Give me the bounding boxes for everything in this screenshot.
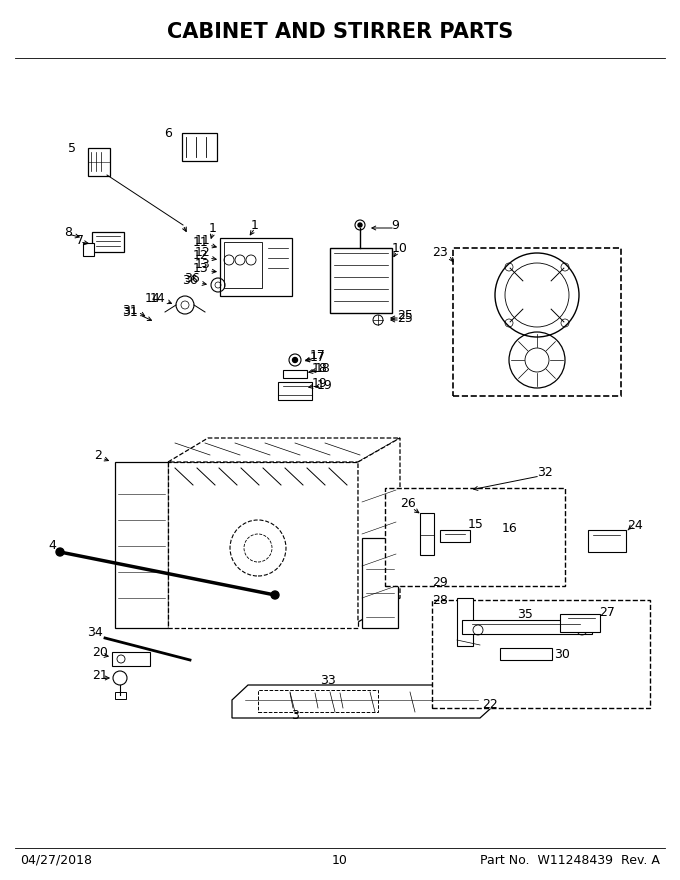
Polygon shape	[168, 462, 358, 628]
Polygon shape	[168, 438, 400, 462]
Text: 30: 30	[554, 648, 570, 661]
Text: 19: 19	[317, 378, 333, 392]
Text: 26: 26	[400, 496, 416, 510]
Bar	[182, 133, 217, 161]
Polygon shape	[358, 438, 400, 622]
Text: 22: 22	[482, 698, 498, 710]
Text: 17: 17	[310, 350, 326, 363]
Text: CABINET AND STIRRER PARTS: CABINET AND STIRRER PARTS	[167, 22, 513, 42]
FancyBboxPatch shape	[114, 692, 126, 699]
Text: 33: 33	[320, 673, 336, 686]
Circle shape	[358, 223, 362, 227]
Polygon shape	[232, 685, 500, 718]
Text: 8: 8	[64, 225, 72, 238]
Text: 6: 6	[164, 127, 172, 140]
Text: 1: 1	[251, 218, 259, 231]
Text: 35: 35	[517, 607, 533, 620]
Bar	[420, 513, 434, 555]
Text: 11: 11	[192, 236, 208, 248]
Bar	[220, 238, 292, 296]
Text: 25: 25	[397, 309, 413, 321]
Text: 21: 21	[92, 669, 108, 681]
Text: 12: 12	[192, 248, 208, 261]
Bar	[440, 530, 470, 542]
Bar	[258, 690, 378, 712]
Bar	[88, 148, 110, 176]
Text: 10: 10	[332, 854, 348, 867]
Text: 12: 12	[194, 246, 210, 259]
Text: 28: 28	[432, 593, 448, 606]
Bar	[92, 232, 124, 252]
Text: 20: 20	[92, 646, 108, 658]
Text: 14: 14	[144, 291, 160, 304]
Text: 7: 7	[76, 233, 84, 246]
Bar	[112, 652, 150, 666]
Polygon shape	[362, 538, 398, 628]
Text: 34: 34	[87, 626, 103, 639]
Text: 10: 10	[392, 241, 408, 254]
Text: 13: 13	[192, 261, 208, 275]
Bar	[457, 598, 473, 646]
Bar	[224, 242, 262, 288]
Bar	[453, 248, 621, 396]
Bar	[432, 600, 650, 708]
Text: 2: 2	[94, 449, 102, 461]
Text: 24: 24	[627, 518, 643, 532]
Text: 17: 17	[310, 348, 326, 362]
Bar	[278, 382, 312, 400]
Text: 18: 18	[315, 362, 331, 375]
Bar	[560, 614, 600, 632]
Text: 16: 16	[502, 522, 518, 534]
Text: 36: 36	[184, 272, 200, 284]
FancyBboxPatch shape	[82, 243, 94, 255]
Text: 11: 11	[194, 233, 210, 246]
Text: 4: 4	[48, 539, 56, 552]
Text: 25: 25	[397, 312, 413, 325]
Text: 13: 13	[194, 258, 210, 270]
Bar	[588, 530, 626, 552]
Text: 15: 15	[468, 517, 484, 531]
Text: 31: 31	[122, 304, 138, 317]
Circle shape	[292, 357, 298, 363]
Bar	[330, 248, 392, 313]
Circle shape	[56, 548, 64, 556]
Text: 23: 23	[432, 246, 448, 259]
Bar	[385, 488, 565, 586]
Text: 3: 3	[291, 708, 299, 722]
Polygon shape	[115, 462, 168, 628]
Text: 36: 36	[182, 274, 198, 287]
Text: 04/27/2018: 04/27/2018	[20, 854, 92, 867]
Text: 1: 1	[209, 222, 217, 234]
Text: 32: 32	[537, 466, 553, 479]
Bar	[462, 620, 592, 634]
Text: 5: 5	[68, 142, 76, 155]
Text: 18: 18	[312, 362, 328, 375]
Bar	[500, 648, 552, 660]
Text: Part No.  W11248439  Rev. A: Part No. W11248439 Rev. A	[480, 854, 660, 867]
Text: 14: 14	[149, 291, 165, 304]
Text: 19: 19	[312, 377, 328, 390]
Text: 31: 31	[122, 305, 138, 319]
Text: 9: 9	[391, 218, 399, 231]
Text: 29: 29	[432, 576, 448, 589]
Text: 27: 27	[599, 605, 615, 619]
Circle shape	[271, 591, 279, 599]
Bar	[283, 370, 307, 378]
